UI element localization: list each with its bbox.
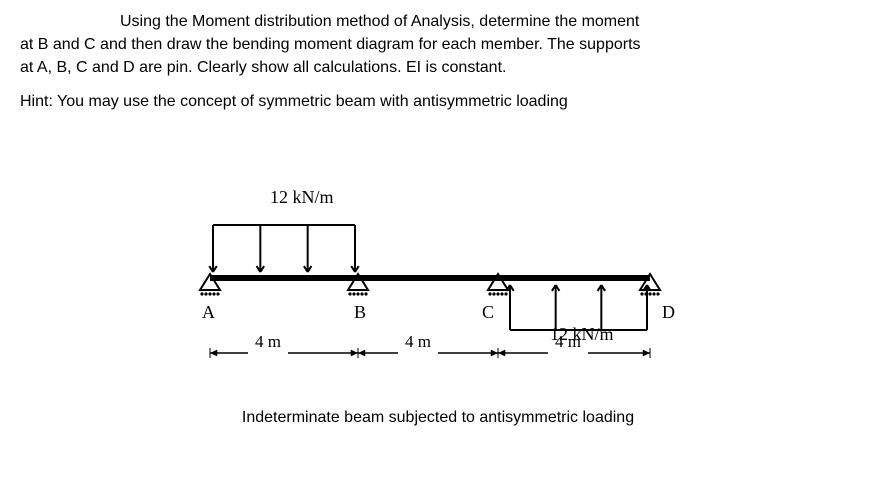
dimension-label: 4 m [255,332,281,351]
dim-head [210,349,217,356]
ground-dot [640,292,643,295]
ground-dot [492,292,495,295]
ground-dot [496,292,499,295]
para1-l3: at A, B, C and D are pin. Clearly show a… [20,59,506,76]
dim-head [491,349,498,356]
para1-l2: at B and C and then draw the bending mom… [20,36,641,53]
dimension: 4 m [210,332,358,358]
problem-para-1: Using the Moment distribution method of … [20,10,856,80]
beam-diagram-svg: ABCD12 kN/m12 kN/m4 m4 m4 m [20,168,856,403]
ground-dot [656,292,659,295]
ground-dot [648,292,651,295]
ground-dot [488,292,491,295]
support-label-c: C [482,302,494,322]
dim-head [643,349,650,356]
udl-label: 12 kN/m [270,187,334,207]
ground-dot [200,292,203,295]
support-label-d: D [662,302,675,322]
diagram-caption: Indeterminate beam subjected to antisymm… [20,409,856,427]
para1-l1: Using the Moment distribution method of … [20,10,856,33]
udl-load: 12 kN/m [209,187,359,272]
dim-head [351,349,358,356]
dim-head [358,349,365,356]
ground-dot [216,292,219,295]
ground-dot [352,292,355,295]
ground-dot [204,292,207,295]
ground-dot [360,292,363,295]
ground-dot [364,292,367,295]
dimension: 4 m [498,332,650,358]
beam-diagram: ABCD12 kN/m12 kN/m4 m4 m4 m Indeterminat… [20,168,856,468]
support-label-a: A [202,302,215,322]
ground-dot [356,292,359,295]
ground-dot [504,292,507,295]
ground-dot [348,292,351,295]
ground-dot [212,292,215,295]
ground-dot [208,292,211,295]
dim-head [498,349,505,356]
support-label-b: B [354,302,366,322]
ground-dot [652,292,655,295]
hint-para: Hint: You may use the concept of symmetr… [20,90,856,113]
dimension: 4 m [358,332,498,358]
ground-dot [500,292,503,295]
dimension-label: 4 m [405,332,431,351]
dimension-label: 4 m [555,332,581,351]
